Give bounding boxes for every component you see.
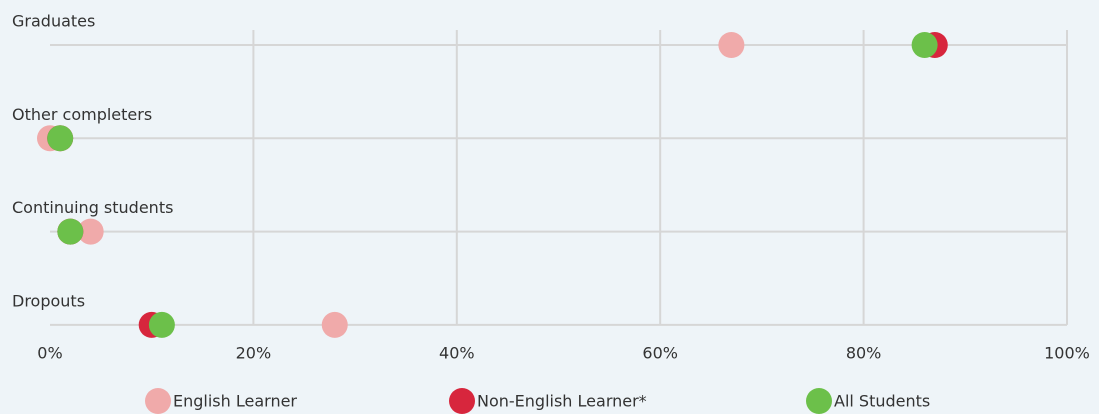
category-label: Other completers [12,105,152,124]
category-label: Dropouts [12,291,85,310]
dot [148,311,175,338]
dot [911,32,938,58]
dot [77,218,104,245]
dot [321,311,348,338]
dot [47,125,74,152]
legend-label: English Learner [173,392,297,411]
category-label: Continuing students [12,198,173,217]
category-label: Graduates [12,12,95,31]
x-tick-label: 0% [37,343,62,362]
legend-swatch [806,388,832,414]
legend-label: Non-English Learner* [477,392,647,411]
legend-label: All Students [834,392,930,411]
dot [57,218,84,245]
legend-swatch [449,388,475,414]
x-tick-label: 60% [642,343,678,362]
x-tick-label: 20% [236,343,272,362]
x-tick-label: 100% [1044,343,1090,362]
x-tick-label: 40% [439,343,475,362]
legend-swatch [145,388,171,414]
dot [718,32,745,58]
x-tick-label: 80% [846,343,882,362]
